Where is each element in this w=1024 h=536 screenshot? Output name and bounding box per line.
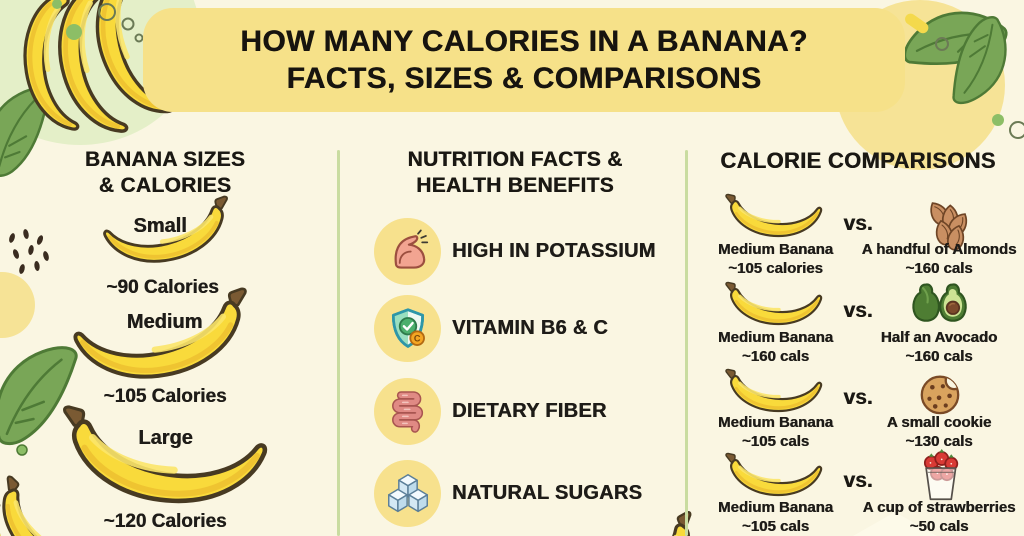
comparison-left-name: Medium Banana xyxy=(717,414,834,431)
comparison-right-cals: ~160 cals xyxy=(905,348,973,365)
comparison-left-cals: ~160 cals xyxy=(741,348,810,365)
comparison-right-cals: ~160 cals xyxy=(905,260,973,277)
comparison-left-caption-1: Medium Banana ~105 calories xyxy=(698,240,853,278)
comparison-left-caption-4: Medium Banana ~105 cals xyxy=(698,498,853,536)
avocado-icon xyxy=(912,283,967,322)
comparison-left-caption-3: Medium Banana ~105 cals xyxy=(698,413,853,451)
cookie-icon xyxy=(920,375,960,415)
almonds-icon xyxy=(925,198,973,253)
comparison-banana-icon-2 xyxy=(724,275,825,329)
strawberries-icon xyxy=(923,449,959,501)
comparison-right-caption-2: Half an Avocado ~160 cals xyxy=(856,328,1022,366)
comparison-left-name: Medium Banana xyxy=(717,329,834,346)
sizes-heading-line1: BANANA SIZES xyxy=(84,148,246,171)
size-label-small: Small xyxy=(133,215,187,237)
comparison-right-caption-3: A small cookie ~130 cals xyxy=(856,413,1022,451)
decor-triangle-bottom-right xyxy=(853,512,937,536)
comparison-left-cals: ~105 cals xyxy=(741,518,810,535)
size-calories-large: ~120 Calories xyxy=(103,511,227,532)
column-divider-left xyxy=(337,150,340,536)
comparison-banana-icon-3 xyxy=(724,362,825,416)
nutrition-icon-circle-2: C xyxy=(374,295,441,362)
comparison-right-caption-4: A cup of strawberries ~50 cals xyxy=(856,498,1022,536)
comparison-left-cals: ~105 calories xyxy=(728,260,823,277)
svg-text:C: C xyxy=(413,333,420,343)
comparison-right-name: A handful of Almonds xyxy=(861,241,1017,258)
vs-label-4: vs. xyxy=(843,469,873,492)
comparison-right-caption-1: A handful of Almonds ~160 cals xyxy=(856,240,1022,278)
comparison-banana-icon-1 xyxy=(724,187,825,241)
nutrition-icon-circle-3 xyxy=(374,378,441,445)
shield-check-icon: C xyxy=(391,307,425,348)
decor-blob-left xyxy=(0,272,35,338)
comparison-banana-icon-4 xyxy=(724,446,825,500)
intestine-icon xyxy=(391,390,423,433)
nutrition-icon-circle-4 xyxy=(374,460,441,527)
nutrition-section-heading: NUTRITION FACTS & HEALTH BENEFITS xyxy=(362,147,668,198)
decor-seeds-left xyxy=(9,229,49,274)
decor-dots-top-right xyxy=(905,13,1024,139)
vs-label-1: vs. xyxy=(843,212,873,235)
comparison-right-cals: ~130 cals xyxy=(905,433,973,450)
column-divider-right xyxy=(685,150,688,536)
medium-banana-illustration xyxy=(63,291,263,392)
comparison-left-cals: ~105 cals xyxy=(741,433,810,450)
page-title-line2: FACTS, SIZES & COMPARISONS xyxy=(286,61,762,95)
nutrition-label-vitamin: VITAMIN B6 & C xyxy=(452,317,609,339)
header-banner: HOW MANY CALORIES IN A BANANA? FACTS, SI… xyxy=(143,8,905,112)
comparison-right-name: Half an Avocado xyxy=(880,329,998,346)
bicep-icon xyxy=(394,229,428,269)
comparison-right-name: A cup of strawberries xyxy=(862,499,1016,516)
comparison-left-name: Medium Banana xyxy=(717,499,834,516)
size-label-medium: Medium xyxy=(126,311,203,333)
vs-label-3: vs. xyxy=(843,386,873,409)
comparison-right-cals: ~50 cals xyxy=(909,518,969,535)
nutrition-icon-circle-1 xyxy=(374,218,441,285)
sizes-section-heading: BANANA SIZES & CALORIES xyxy=(34,147,296,198)
page-title-line1: HOW MANY CALORIES IN A BANANA? xyxy=(240,24,808,58)
nutrition-heading-line1: NUTRITION FACTS & xyxy=(407,148,623,171)
sugar-cubes-icon xyxy=(387,473,428,512)
size-calories-small: ~90 Calories xyxy=(106,277,219,298)
size-calories-medium: ~105 Calories xyxy=(103,386,227,407)
nutrition-heading-line2: HEALTH BENEFITS xyxy=(416,173,614,197)
nutrition-label-sugars: NATURAL SUGARS xyxy=(452,482,643,504)
nutrition-label-fiber: DIETARY FIBER xyxy=(452,400,607,422)
comparison-left-name: Medium Banana xyxy=(717,241,834,258)
comparison-left-caption-2: Medium Banana ~160 cals xyxy=(698,328,853,366)
nutrition-label-potassium: HIGH IN POTASSIUM xyxy=(452,240,656,262)
sizes-heading-line2: & CALORIES xyxy=(98,173,232,197)
size-label-large: Large xyxy=(138,427,193,449)
vs-label-2: vs. xyxy=(843,299,873,322)
comparison-right-name: A small cookie xyxy=(886,414,992,431)
comparisons-section-heading: CALORIE COMPARISONS xyxy=(720,148,996,173)
